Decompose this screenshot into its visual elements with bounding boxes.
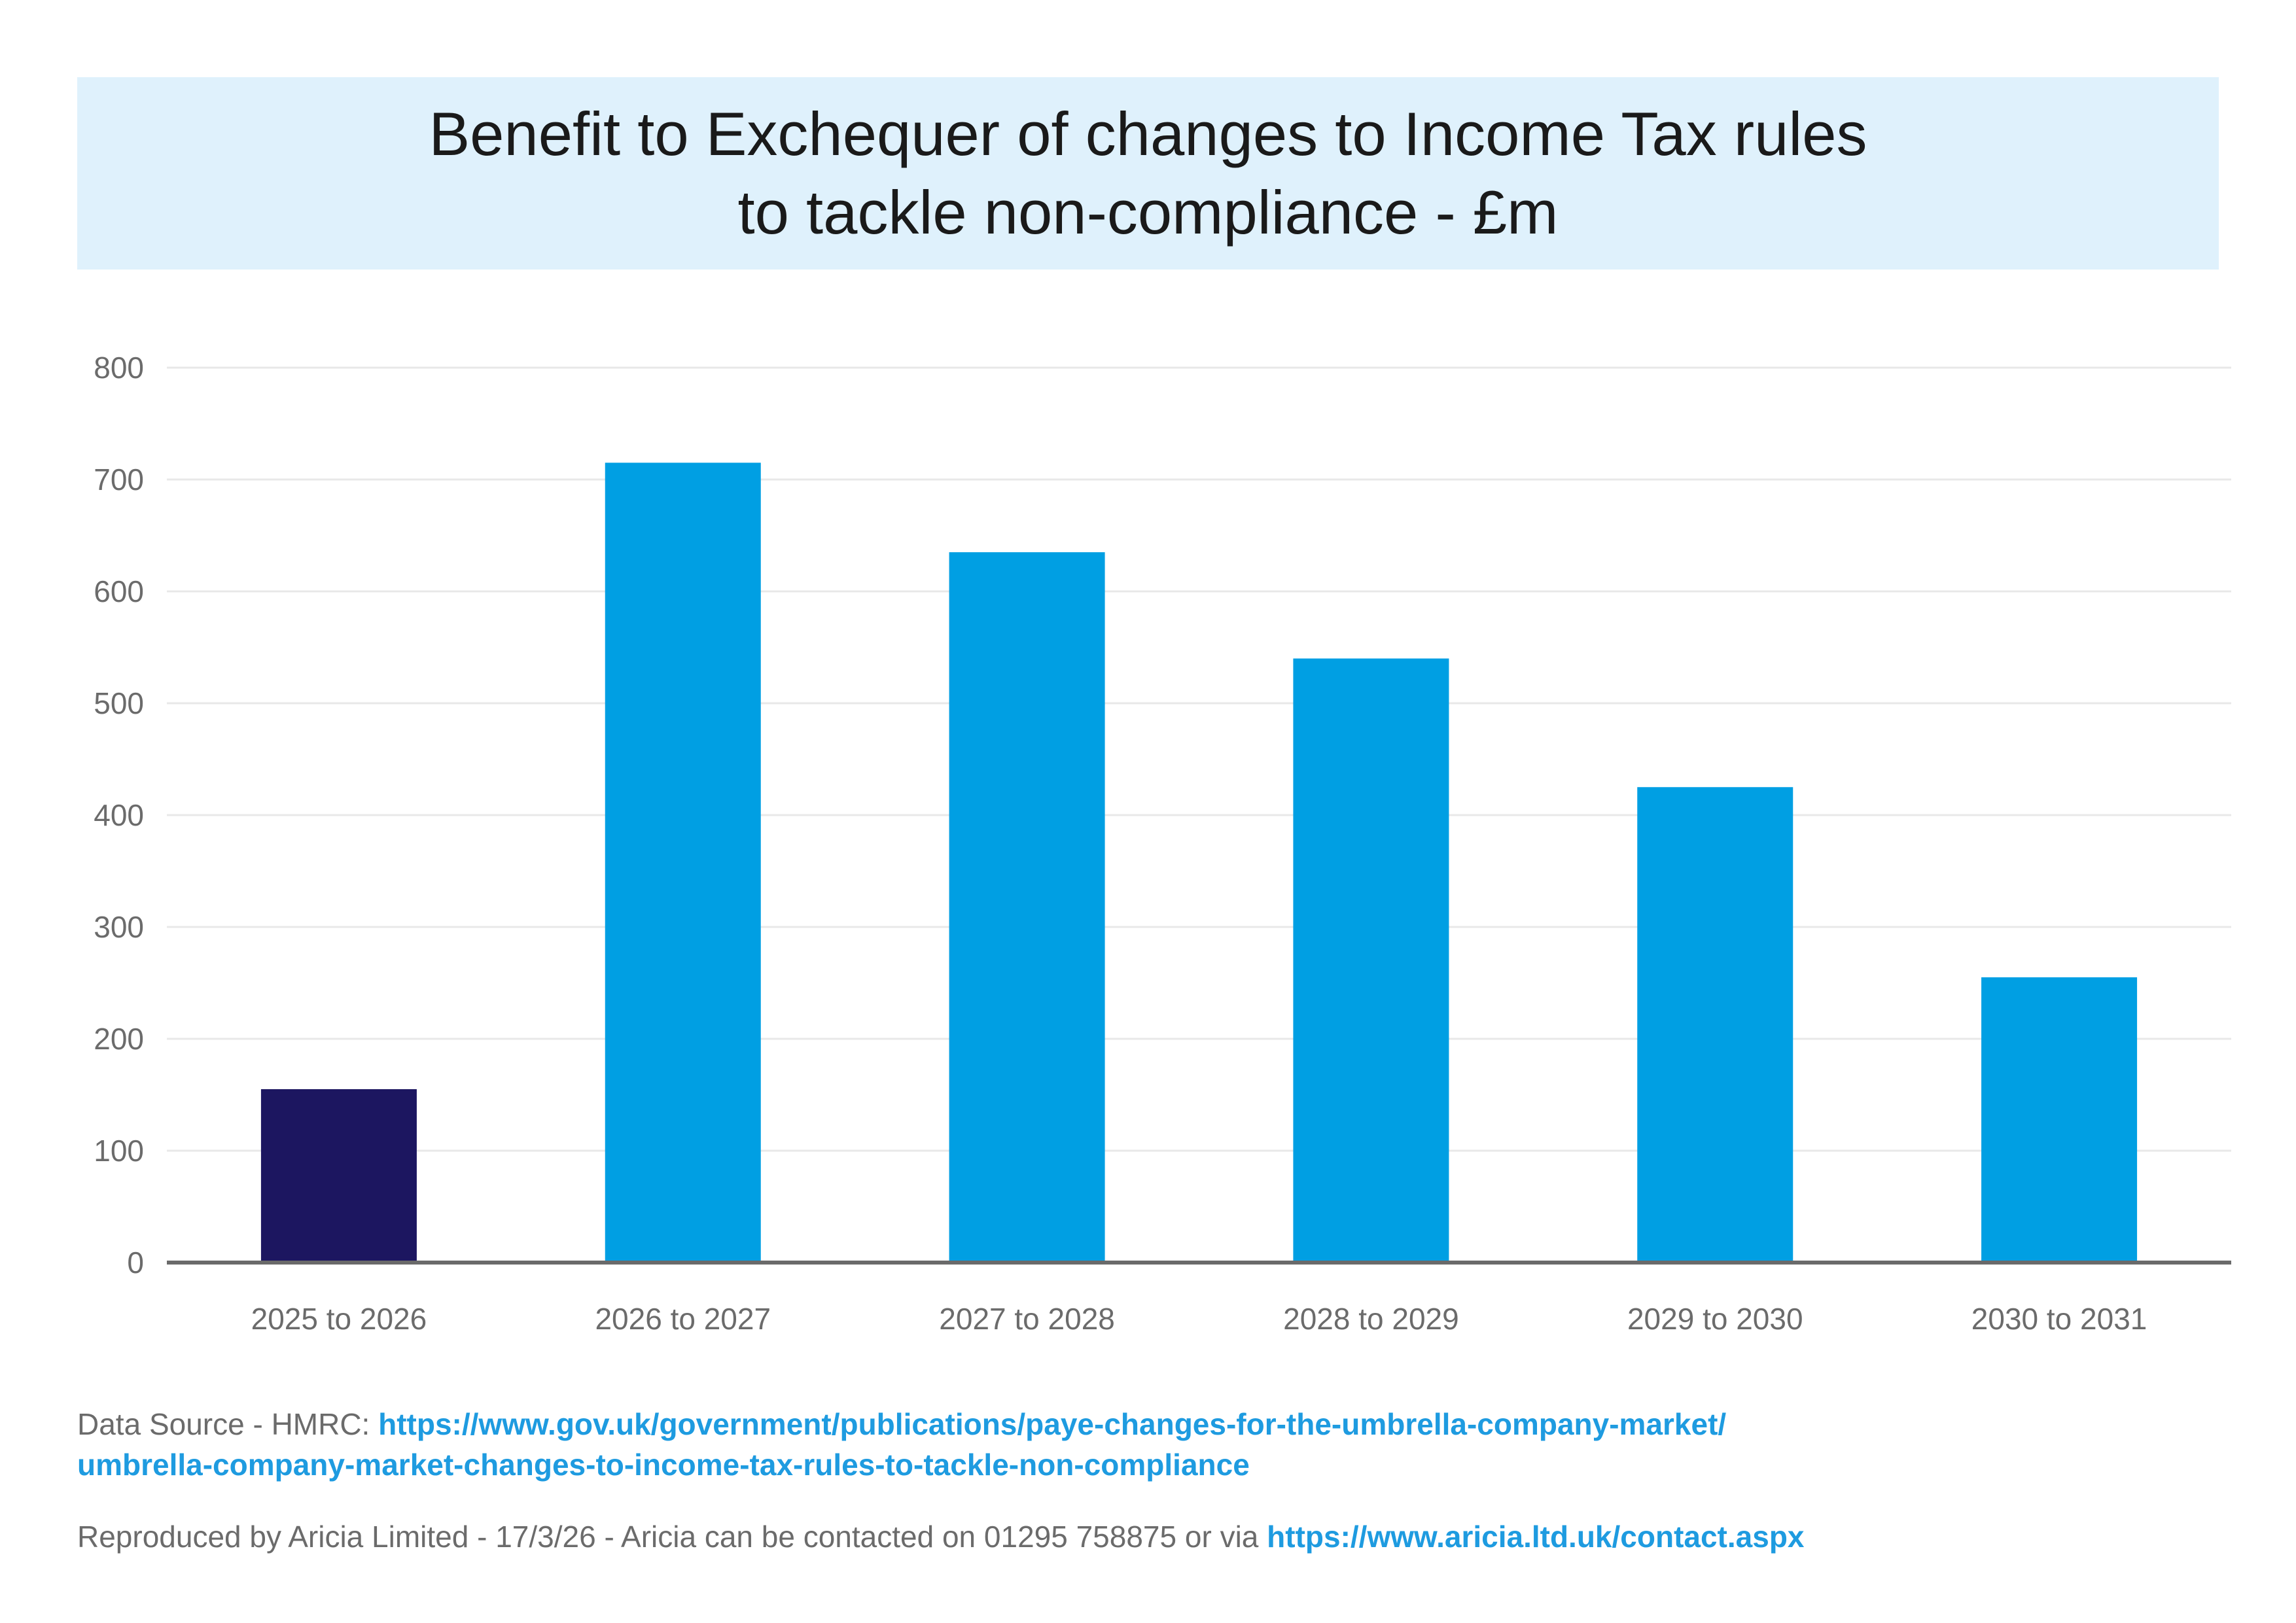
source-link-part-1[interactable]: https://www.gov.uk/government/publicatio… bbox=[378, 1407, 1727, 1441]
y-tick-label: 0 bbox=[127, 1246, 144, 1280]
bar-2025-to-2026 bbox=[260, 1089, 417, 1263]
bars bbox=[260, 462, 2138, 1263]
x-tick-label: 2025 to 2026 bbox=[251, 1302, 427, 1336]
bar-2026-to-2027 bbox=[605, 462, 761, 1263]
x-axis-tick-labels: 2025 to 2026 2026 to 2027 2027 to 2028 2028… bbox=[251, 1302, 2147, 1336]
y-tick-label: 100 bbox=[94, 1134, 144, 1168]
x-tick-label: 2029 to 2030 bbox=[1627, 1302, 1803, 1336]
x-tick-label: 2028 to 2029 bbox=[1283, 1302, 1459, 1336]
source-prefix: Data Source - HMRC: bbox=[77, 1407, 379, 1441]
x-tick-label: 2030 to 2031 bbox=[1971, 1302, 2147, 1336]
bar-2029-to-2030 bbox=[1637, 787, 1793, 1263]
y-tick-label: 600 bbox=[94, 574, 144, 608]
data-source-note: Data Source - HMRC: https://www.gov.uk/g… bbox=[77, 1404, 1726, 1485]
y-tick-label: 400 bbox=[94, 798, 144, 832]
bar-2028-to-2029 bbox=[1293, 658, 1449, 1263]
contact-link[interactable]: https://www.aricia.ltd.uk/contact.aspx bbox=[1267, 1520, 1805, 1554]
chart-title-line-2: to tackle non-compliance - £m bbox=[737, 178, 1559, 247]
gridlines bbox=[167, 366, 2231, 1152]
y-axis-tick-labels: 0 100 200 300 400 500 600 700 800 bbox=[94, 351, 144, 1280]
y-tick-label: 700 bbox=[94, 462, 144, 497]
y-tick-label: 200 bbox=[94, 1022, 144, 1056]
reproduction-note: Reproduced by Aricia Limited - 17/3/26 -… bbox=[77, 1516, 1805, 1557]
chart-title-line-1: Benefit to Exchequer of changes to Incom… bbox=[429, 99, 1867, 168]
source-link-part-2[interactable]: umbrella-company-market-changes-to-incom… bbox=[77, 1448, 1250, 1482]
x-tick-label: 2026 to 2027 bbox=[595, 1302, 771, 1336]
y-tick-label: 500 bbox=[94, 686, 144, 720]
chart-title-banner: Benefit to Exchequer of changes to Incom… bbox=[77, 77, 2219, 270]
x-tick-label: 2027 to 2028 bbox=[939, 1302, 1115, 1336]
reproduced-text: Reproduced by Aricia Limited - 17/3/26 -… bbox=[77, 1520, 1267, 1554]
y-tick-label: 300 bbox=[94, 910, 144, 944]
bar-2027-to-2028 bbox=[949, 552, 1105, 1263]
bar-2030-to-2031 bbox=[1981, 977, 2138, 1263]
y-tick-label: 800 bbox=[94, 351, 144, 385]
